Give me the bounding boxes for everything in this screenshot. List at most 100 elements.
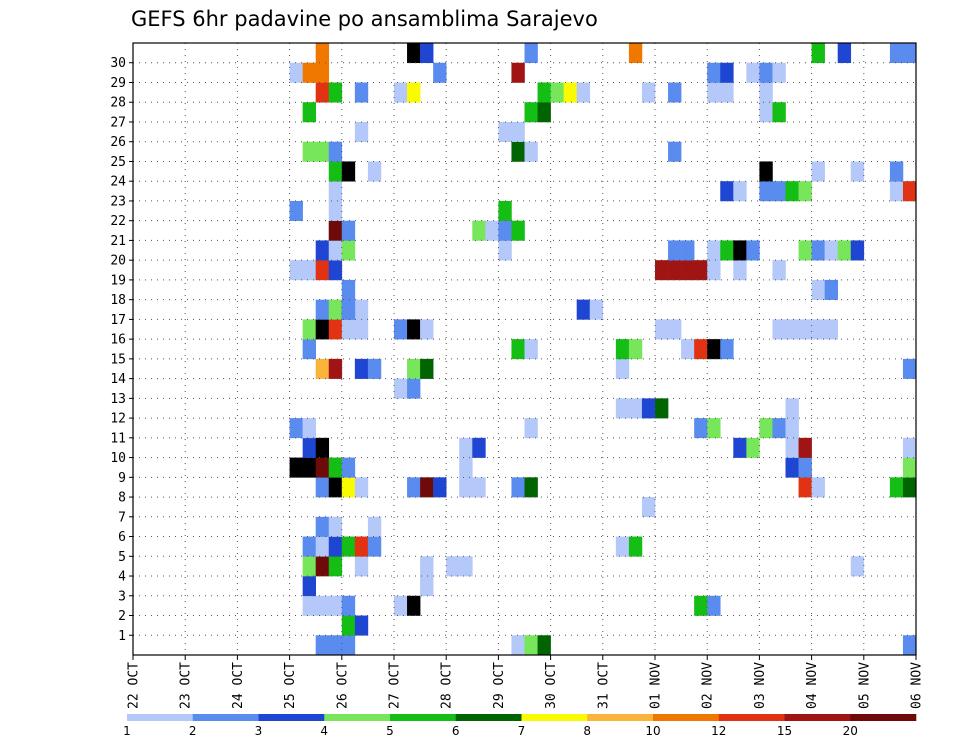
colorbar-swatch [127,714,194,721]
heatmap-cell [798,240,812,261]
heatmap-cell [341,615,356,636]
heatmap-cell [668,82,682,103]
heatmap-cell [511,477,525,498]
x-tick-label: 29 OCT [492,662,507,709]
heatmap-cell [302,556,316,577]
heatmap-cell [472,477,486,498]
heatmap-cell [537,82,551,103]
heatmap-cell [446,556,460,577]
heatmap-cell [746,437,760,458]
heatmap-cell [289,200,303,221]
y-tick-label: 25 [110,155,126,170]
heatmap-cell [694,595,708,616]
heatmap-cell [328,260,343,281]
heatmap-cell [328,319,343,340]
heatmap-cell [341,279,356,300]
heatmap-cell [641,82,656,103]
heatmap-cell [407,477,421,498]
heatmap-cell [615,339,630,360]
heatmap-cell [354,536,369,557]
heatmap-cell [746,62,760,83]
heatmap-cell [785,398,799,419]
heatmap-cell [354,82,369,103]
heatmap-cell [498,220,512,241]
x-tick-label: 25 OCT [283,662,298,709]
heatmap-cell [628,339,643,360]
heatmap-cell [302,576,316,597]
x-tick-label: 02 NOV [701,662,716,709]
heatmap-cell [328,299,343,320]
heatmap-cell [511,121,525,143]
heatmap-cell [707,339,721,360]
colorbar-swatch [390,714,457,721]
y-tick-label: 17 [110,313,126,328]
colorbar-swatch [784,714,851,721]
heatmap-cell [681,240,695,261]
heatmap-cell [289,62,303,83]
colorbar-swatch [718,714,785,721]
heatmap-cell [394,82,408,103]
heatmap-cell [420,319,434,340]
heatmap-cell [328,161,343,182]
heatmap-cell [889,43,904,64]
heatmap-cell [772,319,786,340]
heatmap-cell [733,260,747,281]
heatmap-cell [511,62,525,83]
heatmap-cell [315,477,330,498]
x-tick-label: 01 NOV [649,662,664,709]
heatmap-cell [341,220,356,241]
x-tick-label: 26 OCT [335,662,350,709]
y-axis: 1234567891011121314151617181920212223242… [110,56,133,644]
heatmap-cell [315,43,330,64]
heatmap-cell [328,220,343,241]
heatmap-cell [563,82,577,103]
y-tick-label: 30 [110,56,126,71]
heatmap-cell [707,82,721,103]
heatmap-cell [798,319,812,340]
y-tick-label: 14 [110,372,126,387]
heatmap-cell [315,141,330,162]
heatmap-cell [720,240,734,261]
heatmap-cell [785,181,799,202]
heatmap-cell [302,595,316,616]
colorbar-swatch [587,714,654,721]
heatmap-cell [681,260,695,281]
heatmap-cell [524,43,538,64]
heatmap-cell [694,418,708,439]
heatmap-cell [902,635,917,656]
heatmap-cell [524,635,538,656]
heatmap-cell [902,181,917,202]
heatmap-cell [720,62,734,83]
y-tick-label: 29 [110,76,126,91]
x-tick-label: 31 OCT [596,662,611,709]
heatmap-cell [576,299,591,320]
heatmap-cell [785,457,799,478]
heatmap-cell [537,102,551,123]
heatmap-cell [328,477,343,498]
heatmap-cell [759,82,773,103]
heatmap-cell [302,62,316,83]
heatmap-cell [341,299,356,320]
heatmap-cell [315,595,330,616]
heatmap-cell [315,635,330,656]
heatmap-cell [733,181,747,202]
colorbar-label: 6 [452,724,460,738]
heatmap-cell [367,358,382,379]
heatmap-cell [628,398,643,419]
y-tick-label: 19 [110,273,126,288]
heatmap-cell [772,418,786,439]
heatmap-cell [720,181,734,202]
heatmap-cell [759,181,773,202]
heatmap-cell [902,43,917,64]
x-axis: 22 OCT 23 OCT 24 OCT 25 OCT 26 OCT 27 OCT 28 O… [127,655,925,709]
colorbar: 1 2 3 4 5 6 7 8 10 12 15 20 [123,714,917,738]
heatmap-cell [407,358,421,379]
heatmap-cell [524,418,538,439]
heatmap-cell [733,240,747,261]
heatmap-cell [407,43,421,64]
heatmap-cell [511,141,525,162]
y-tick-label: 10 [110,451,126,466]
heatmap-cell [641,497,656,518]
heatmap-cell [407,378,421,399]
